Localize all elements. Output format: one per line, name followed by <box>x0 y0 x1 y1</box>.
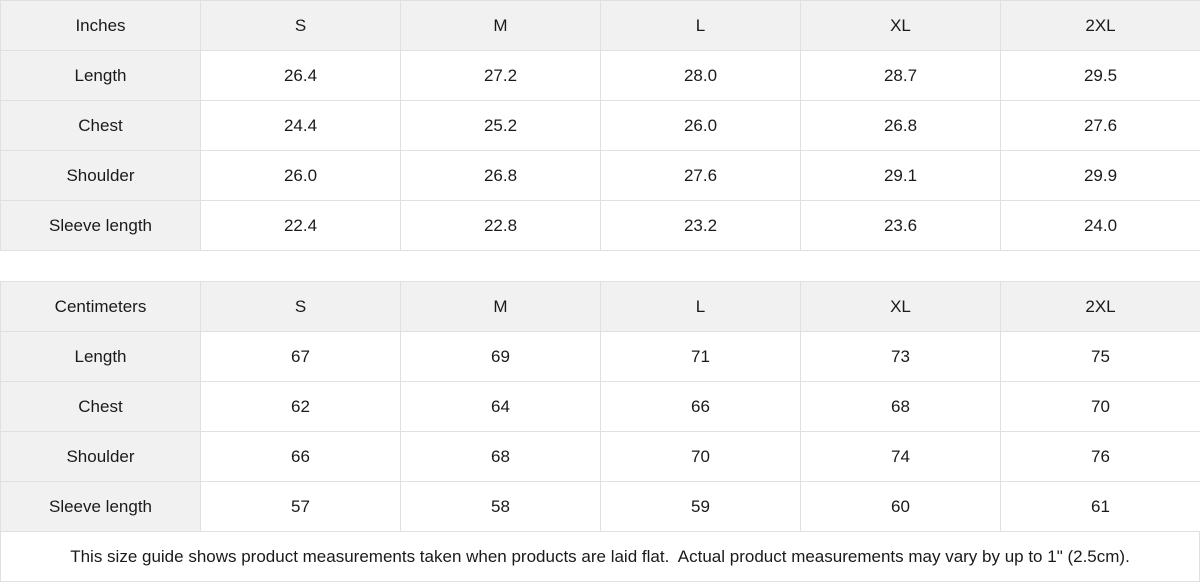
value-cell: 61 <box>1001 482 1200 532</box>
size-header-cell: L <box>601 282 801 332</box>
value-cell: 22.4 <box>201 201 401 251</box>
value-cell: 23.2 <box>601 201 801 251</box>
unit-header-cell: Inches <box>1 1 201 51</box>
value-cell: 60 <box>801 482 1001 532</box>
value-cell: 66 <box>601 382 801 432</box>
value-cell: 62 <box>201 382 401 432</box>
value-cell: 71 <box>601 332 801 382</box>
value-cell: 73 <box>801 332 1001 382</box>
value-cell: 27.6 <box>601 151 801 201</box>
value-cell: 26.4 <box>201 51 401 101</box>
value-cell: 70 <box>601 432 801 482</box>
value-cell: 28.7 <box>801 51 1001 101</box>
row-label-cell: Shoulder <box>1 432 201 482</box>
size-header-cell: S <box>201 1 401 51</box>
value-cell: 68 <box>401 432 601 482</box>
size-header-cell: M <box>401 282 601 332</box>
value-cell: 26.8 <box>801 101 1001 151</box>
size-header-cell: L <box>601 1 801 51</box>
value-cell: 58 <box>401 482 601 532</box>
size-header-cell: S <box>201 282 401 332</box>
row-label-cell: Shoulder <box>1 151 201 201</box>
table-gap <box>0 251 1200 281</box>
value-cell: 29.1 <box>801 151 1001 201</box>
value-cell: 70 <box>1001 382 1200 432</box>
value-cell: 64 <box>401 382 601 432</box>
value-cell: 28.0 <box>601 51 801 101</box>
size-header-cell: M <box>401 1 601 51</box>
value-cell: 74 <box>801 432 1001 482</box>
value-cell: 24.0 <box>1001 201 1200 251</box>
value-cell: 67 <box>201 332 401 382</box>
value-cell: 26.8 <box>401 151 601 201</box>
value-cell: 26.0 <box>201 151 401 201</box>
value-cell: 59 <box>601 482 801 532</box>
size-header-cell: 2XL <box>1001 1 1200 51</box>
size-header-cell: XL <box>801 282 1001 332</box>
value-cell: 27.2 <box>401 51 601 101</box>
value-cell: 26.0 <box>601 101 801 151</box>
size-header-cell: 2XL <box>1001 282 1200 332</box>
value-cell: 69 <box>401 332 601 382</box>
value-cell: 76 <box>1001 432 1200 482</box>
value-cell: 75 <box>1001 332 1200 382</box>
row-label-cell: Length <box>1 332 201 382</box>
unit-header-cell: Centimeters <box>1 282 201 332</box>
row-label-cell: Sleeve length <box>1 201 201 251</box>
value-cell: 24.4 <box>201 101 401 151</box>
value-cell: 29.9 <box>1001 151 1200 201</box>
value-cell: 27.6 <box>1001 101 1200 151</box>
value-cell: 66 <box>201 432 401 482</box>
value-cell: 68 <box>801 382 1001 432</box>
row-label-cell: Chest <box>1 101 201 151</box>
value-cell: 29.5 <box>1001 51 1200 101</box>
row-label-cell: Sleeve length <box>1 482 201 532</box>
value-cell: 57 <box>201 482 401 532</box>
value-cell: 23.6 <box>801 201 1001 251</box>
row-label-cell: Length <box>1 51 201 101</box>
value-cell: 25.2 <box>401 101 601 151</box>
value-cell: 22.8 <box>401 201 601 251</box>
row-label-cell: Chest <box>1 382 201 432</box>
size-header-cell: XL <box>801 1 1001 51</box>
size-guide-footnote: This size guide shows product measuremen… <box>0 532 1200 582</box>
